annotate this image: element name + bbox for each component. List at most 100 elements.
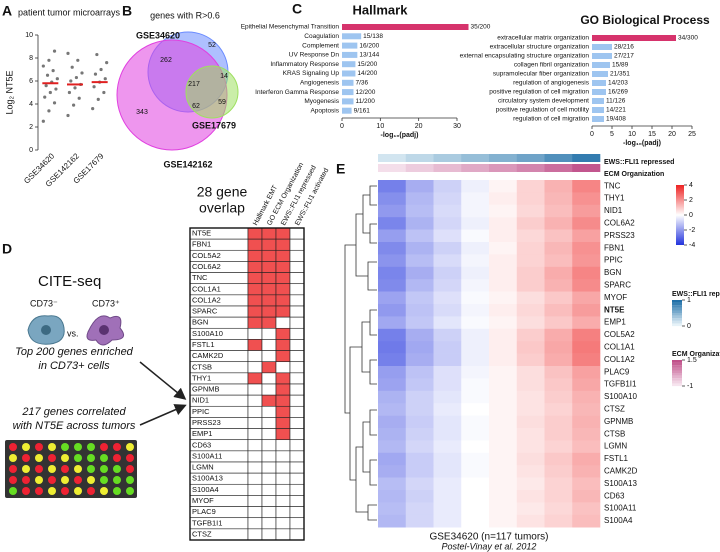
bar [342, 33, 362, 40]
heatmap-cell [433, 366, 462, 379]
category-label: Angiogenesis [300, 80, 340, 87]
panel-label: C [292, 1, 302, 17]
heatmap-cell [433, 316, 462, 330]
venn-count: 217 [188, 81, 200, 88]
heatmap-cell [516, 428, 545, 441]
membership-cell [261, 517, 277, 530]
row-label: COL1A2 [604, 355, 635, 364]
row-label: COL5A2 [604, 330, 635, 339]
heatmap-cell [405, 204, 434, 218]
heatmap-cell [461, 217, 490, 230]
array-spot [126, 443, 134, 451]
annotation-cell [572, 164, 601, 172]
membership-cell [289, 227, 305, 240]
heatmap-cell [461, 180, 490, 193]
heatmap-cell [489, 452, 518, 466]
array-spot [35, 443, 43, 451]
heatmap-cell [516, 366, 545, 379]
membership-cell [275, 339, 291, 351]
heatmap-cell [572, 180, 601, 193]
point [74, 75, 78, 80]
heatmap-cell [461, 403, 490, 416]
heatmap-cell [489, 490, 518, 503]
membership-cell [247, 495, 263, 507]
gene-label: S100A10 [192, 329, 223, 338]
membership-cell [289, 294, 305, 307]
membership-cell [289, 517, 305, 530]
membership-cell [275, 439, 291, 452]
point [67, 90, 71, 95]
heatmap-cell [405, 279, 434, 292]
heatmap-cell [378, 452, 407, 466]
point [72, 103, 76, 107]
membership-cell [247, 249, 263, 262]
membership-cell [261, 350, 277, 363]
legend-swatch [672, 367, 682, 371]
gene-label: S100A11 [192, 451, 222, 460]
table-border [189, 227, 305, 541]
membership-cell [247, 528, 263, 541]
heatmap-cell [516, 304, 545, 317]
heatmap-cell [572, 502, 601, 516]
heatmap-cell [544, 291, 573, 305]
gene-label: PLAC9 [192, 507, 216, 516]
heatmap-cell [405, 415, 434, 429]
category-label: Myogenesis [304, 98, 339, 105]
row-label: FBN1 [604, 243, 625, 252]
heatmap-cell [461, 366, 490, 379]
heatmap-cell [433, 254, 462, 268]
membership-cell [275, 528, 291, 541]
membership-cell [275, 517, 291, 530]
chart-title: GO Biological Process [580, 13, 710, 27]
heatmap-cell [405, 180, 434, 193]
heatmap-cell [572, 266, 601, 280]
array-spot [126, 465, 134, 473]
membership-cell [275, 249, 291, 262]
venn-count: 14 [220, 73, 228, 80]
x-tick-label: 5 [610, 131, 614, 138]
heatmap-cell [489, 353, 518, 367]
gene-label: LGMN [192, 463, 214, 472]
heatmap-cell [405, 477, 434, 491]
gene-label: FSTL1 [192, 340, 215, 349]
heatmap-cell [489, 192, 518, 206]
heatmap-cell [378, 465, 407, 478]
heatmap-cell [433, 490, 462, 503]
heatmap-cell [378, 502, 407, 516]
point [52, 49, 57, 53]
heatmap-cell [461, 440, 490, 454]
array-spot [100, 487, 108, 495]
heatmap-cell [378, 180, 407, 193]
gene-label: TGFB1I1 [192, 518, 222, 527]
legend-swatch [672, 320, 682, 324]
heatmap-cell [544, 341, 573, 354]
heatmap-cell [433, 415, 462, 429]
heatmap-cell [489, 366, 518, 379]
heatmap-cell [572, 217, 601, 230]
heatmap-cell [461, 390, 490, 404]
heatmap-cell [516, 490, 545, 503]
colorbar-label: 0 [689, 212, 693, 219]
heatmap-cell [489, 465, 518, 478]
array-spot [100, 443, 108, 451]
cell-illustrations [27, 315, 125, 346]
chart-title: patient tumor microarrays [18, 7, 121, 17]
membership-cell [261, 450, 277, 463]
membership-cell [261, 483, 277, 496]
gene-label: COL5A2 [192, 251, 221, 260]
heatmap-cell [405, 242, 434, 255]
annotation-cell [544, 154, 573, 162]
heatmap-cell [433, 452, 462, 466]
heatmap-cell [378, 366, 407, 379]
array-spot [126, 476, 134, 484]
heatmap-cell [405, 341, 434, 354]
legend-title: EWS::FLI1 repressed [672, 291, 720, 298]
x-tick-label: 30 [453, 123, 461, 130]
heatmap-cell [572, 390, 601, 404]
annotation-cell [405, 154, 434, 162]
membership-cell [247, 327, 263, 340]
bar-label: 15/89 [612, 62, 629, 69]
venn-count: 59 [218, 99, 226, 106]
point [47, 58, 51, 62]
y-tick-label: 0 [29, 147, 33, 154]
